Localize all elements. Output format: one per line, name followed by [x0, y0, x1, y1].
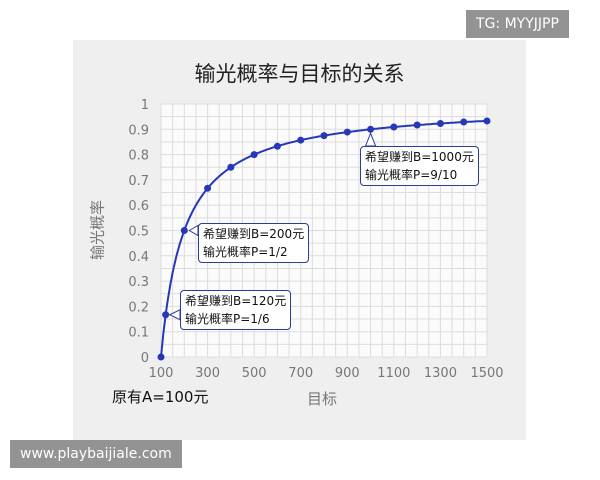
y-tick-label: 0.6 [128, 199, 149, 214]
data-point [250, 151, 258, 159]
data-point [320, 132, 328, 140]
annotation-line: 输光概率P=9/10 [365, 168, 458, 182]
annotation-b1000: 希望赚到B=1000元 输光概率P=9/10 [360, 146, 479, 186]
data-point [483, 117, 491, 125]
data-point [367, 125, 375, 133]
annotation-line: 希望赚到B=1000元 [365, 150, 474, 164]
x-tick-label: 900 [335, 366, 360, 381]
annotation-b120: 希望赚到B=120元 输光概率P=1/6 [180, 290, 292, 330]
chart-title: 输光概率与目标的关系 [194, 62, 405, 86]
data-point [204, 184, 212, 192]
y-tick-label: 1 [141, 98, 149, 113]
data-point [273, 142, 281, 150]
annotation-b200: 希望赚到B=200元 输光概率P=1/2 [198, 223, 310, 263]
data-point [162, 311, 170, 319]
x-tick-label: 1300 [424, 366, 457, 381]
y-tick-label: 0 [141, 351, 149, 366]
x-axis-label: 目标 [307, 390, 338, 408]
data-point [436, 119, 444, 127]
annotation-line: 希望赚到B=200元 [203, 227, 305, 241]
data-point [297, 136, 305, 144]
watermark-bottom: www.playbaijiale.com [10, 440, 182, 468]
data-point [227, 163, 235, 171]
data-point [157, 353, 165, 361]
data-point [180, 227, 188, 234]
y-tick-label: 0.2 [128, 300, 149, 315]
y-tick-label: 0.1 [128, 326, 149, 341]
y-tick-label: 0.5 [128, 225, 149, 240]
x-tick-label: 500 [242, 366, 267, 381]
y-tick-label: 0.3 [128, 275, 149, 290]
annotation-line: 输光概率P=1/2 [203, 245, 288, 259]
x-tick-label: 300 [195, 366, 220, 381]
note-original-amount: 原有A=100元 [112, 388, 209, 406]
y-tick-label: 0.4 [128, 250, 149, 265]
watermark-top: TG: MYYJJPP [466, 10, 569, 38]
data-point [460, 118, 468, 126]
y-tick-label: 0.7 [128, 174, 149, 189]
x-tick-label: 1100 [377, 366, 410, 381]
data-point [343, 128, 351, 136]
data-point [390, 123, 398, 131]
y-tick-label: 0.8 [128, 149, 149, 164]
x-tick-label: 1500 [470, 366, 503, 381]
annotation-line: 输光概率P=1/6 [185, 312, 270, 326]
data-point [413, 121, 421, 129]
y-tick-label: 0.9 [128, 123, 149, 138]
x-tick-label: 700 [288, 366, 313, 381]
annotation-line: 希望赚到B=120元 [185, 294, 287, 308]
x-tick-label: 100 [149, 366, 174, 381]
y-axis-label: 输光概率 [88, 199, 107, 261]
